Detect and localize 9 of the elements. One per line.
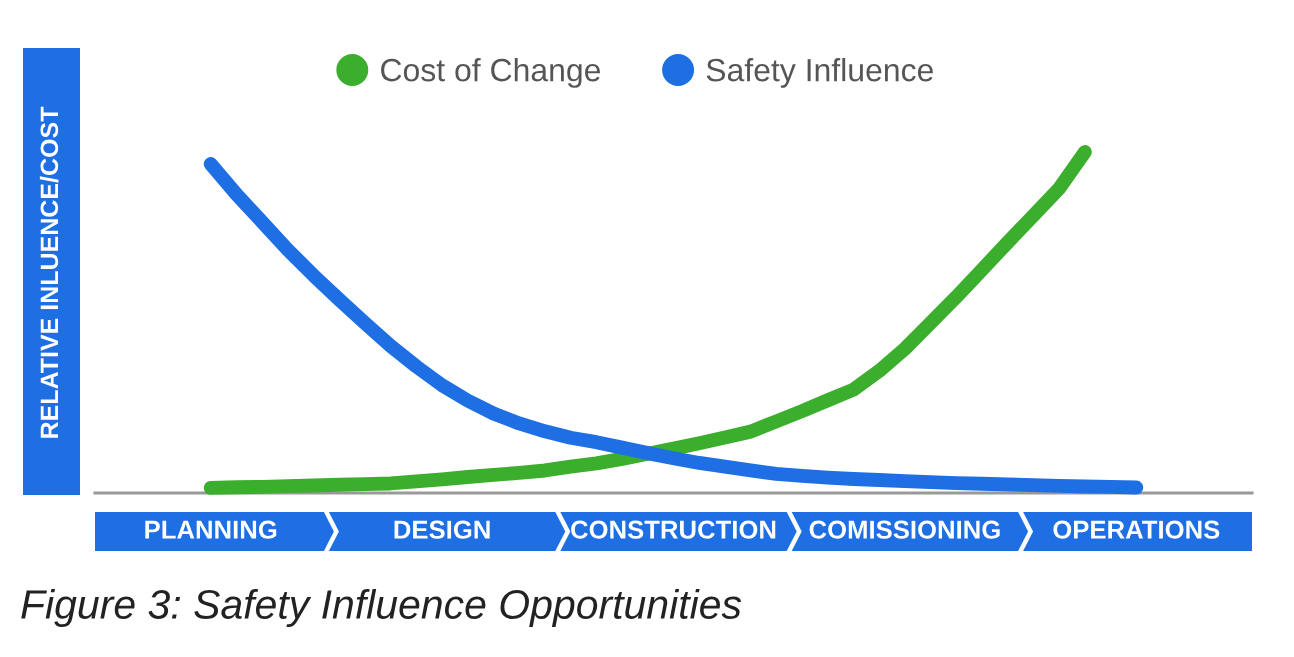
x-tick-label: DESIGN — [394, 520, 490, 539]
x-tick-label: CONSTRUCTION — [571, 520, 776, 539]
x-tick-label: OPERATIONS — [1053, 520, 1220, 539]
x-tick-label: PLANNING — [145, 520, 277, 539]
caption: Figure 3: Safety Influence Opportunities — [21, 588, 742, 628]
y-axis-title: RELATIVE INLUENCE/COST — [39, 106, 59, 438]
legend-label: Cost of Change — [381, 58, 601, 88]
x-tick-label: COMISSIONING — [809, 520, 1000, 539]
legend-label: Safety Influence — [706, 58, 933, 88]
